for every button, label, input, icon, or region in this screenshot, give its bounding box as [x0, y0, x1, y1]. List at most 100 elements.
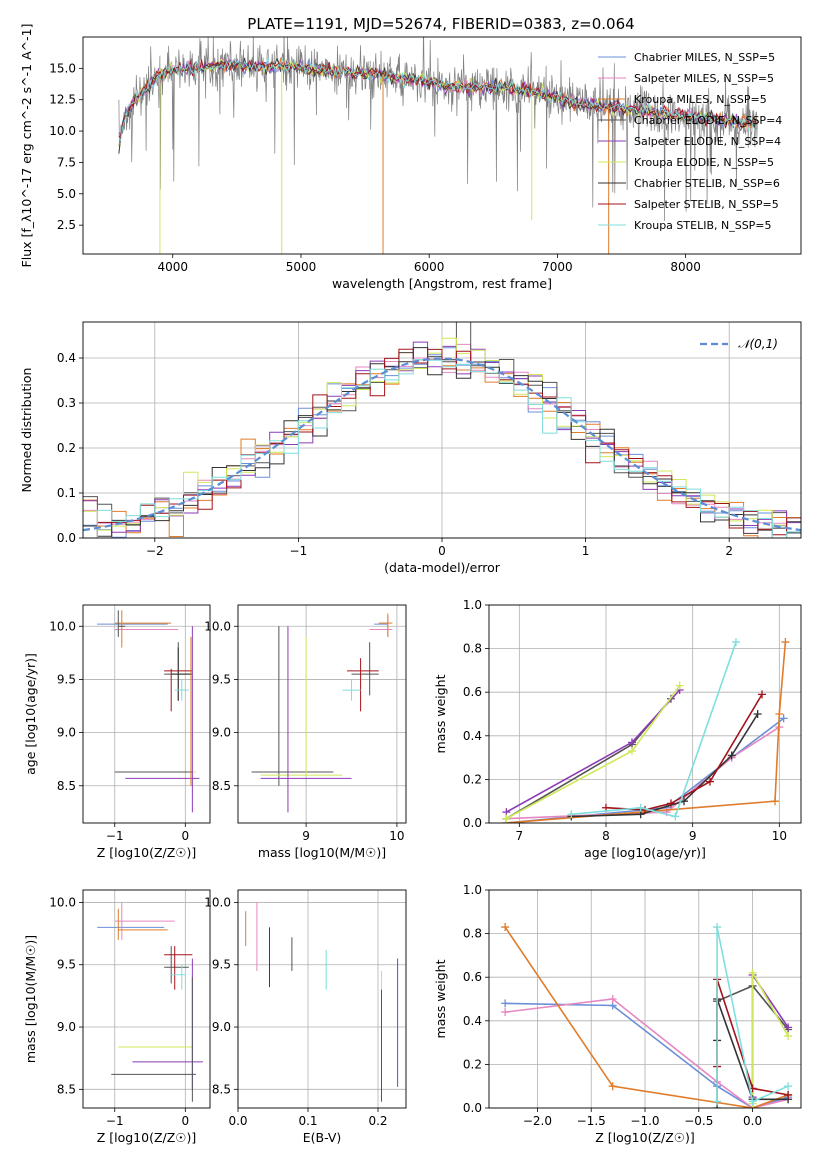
data-point	[727, 751, 736, 760]
y-tick-label: 9.0	[212, 726, 231, 740]
y-tick-label: 1.0	[463, 883, 482, 897]
plot-area	[118, 37, 758, 254]
data-point	[675, 681, 684, 690]
x-tick-label: −1	[106, 1114, 124, 1128]
data-point	[784, 1082, 793, 1091]
legend: Chabrier MILES, N_SSP=5 Salpeter MILES, N…	[598, 51, 782, 232]
y-tick-label: 10.0	[204, 619, 231, 633]
observed-spectrum	[118, 37, 758, 222]
ticks: −2.0 −1.5 −1.0 −0.5 0.0 0.0 0.2 0.4 0.6 0.8 1.0	[463, 883, 762, 1128]
data-point	[636, 803, 645, 812]
x-axis-label: Z [log10(Z/Z☉)]	[97, 845, 197, 860]
grid	[83, 890, 210, 1108]
ticks: 0.0 0.1 0.2 8.5 9.0 9.5 10.0	[204, 895, 387, 1128]
mass-weight-vs-metallicity-panel: −2.0 −1.5 −1.0 −0.5 0.0 0.0 0.2 0.4 0.6 0.8 1.0 Z […	[433, 883, 802, 1145]
axes-frame	[237, 604, 407, 824]
y-tick-label: 0.8	[463, 927, 482, 941]
x-axis-label: Z [log10(Z/Z☉)]	[97, 1130, 197, 1145]
y-tick-label: 0.0	[463, 1101, 482, 1115]
plot-area	[83, 322, 801, 538]
data-point	[753, 710, 762, 718]
y-tick-label: 2.5	[57, 218, 76, 232]
data-point	[713, 1097, 722, 1106]
y-axis-label: mass weight	[433, 959, 448, 1038]
legend-entry: Chabrier STELIB, N_SSP=6	[634, 177, 780, 190]
x-tick-label: 9	[689, 829, 697, 843]
x-axis-label: Z [log10(Z/Z☉)]	[595, 1130, 695, 1145]
x-axis-label: wavelength [Angstrom, rest frame]	[332, 276, 552, 291]
y-tick-label: 10.0	[49, 124, 76, 138]
mass-weight-line-8	[571, 641, 737, 818]
data-point	[501, 923, 510, 932]
x-tick-label: 5000	[286, 260, 317, 274]
x-tick-label: 0.0	[743, 1114, 762, 1128]
histogram-step-7	[83, 348, 801, 538]
axes-frame	[82, 604, 211, 824]
data-point	[784, 1090, 793, 1099]
x-tick-label: −1	[106, 829, 124, 843]
y-axis-label: Normed distribution	[19, 368, 34, 493]
data-point	[567, 810, 576, 819]
histogram-step-5	[83, 337, 801, 531]
mass-weight-line-5	[505, 685, 681, 820]
data-point	[758, 690, 766, 699]
y-tick-label: 10.0	[49, 619, 76, 633]
mass-weight-line-8	[716, 926, 789, 1103]
data-point	[771, 797, 779, 806]
x-tick-label: −2.0	[523, 1114, 552, 1128]
x-tick-label: −1.5	[577, 1114, 606, 1128]
model-spectrum-8	[118, 56, 757, 142]
y-tick-label: 0.2	[57, 441, 76, 455]
x-tick-label: −0.5	[684, 1114, 713, 1128]
axes-frame	[237, 889, 407, 1109]
x-axis-label: mass [log10(M/M☉)]	[258, 845, 386, 860]
data-point	[732, 638, 740, 647]
y-axis-label: mass weight	[433, 674, 448, 753]
data-point	[713, 923, 722, 932]
ticks: 9 10 8.5 9.0 9.5 10.0	[204, 619, 404, 843]
mass-weight-line-4	[505, 689, 681, 813]
plot-area	[97, 902, 203, 1102]
y-tick-label: 9.5	[212, 672, 231, 686]
x-axis-label: E(B-V)	[303, 1130, 342, 1145]
y-axis-label: age [log10(age/yr)]	[23, 653, 38, 775]
y-tick-label: 8.5	[57, 1082, 76, 1096]
grid	[238, 605, 406, 823]
x-tick-label: 7000	[542, 260, 573, 274]
residual-histogram-panel: −2 −1 0 1 2 0.0 0.1 0.2 0.3 0.4 (data-model)/error…	[19, 321, 802, 575]
axes-frame	[488, 889, 802, 1109]
legend-entry: 𝒩(0,1)	[738, 337, 778, 351]
y-tick-label: 0.8	[463, 642, 482, 656]
ticks: −2 −1 0 1 2 0.0 0.1 0.2 0.3 0.4	[57, 351, 733, 558]
data-point	[628, 747, 636, 756]
ticks: 4000 5000 6000 7000 8000 2.5 5.0 7.5 10.0 12.5 15.…	[49, 61, 701, 274]
y-tick-label: 0.1	[57, 486, 76, 500]
y-tick-label: 10.0	[204, 895, 231, 909]
data-point	[706, 777, 714, 786]
mass-vs-metallicity-panel: −1 0 8.5 9.0 9.5 10.0 Z [log10(Z/Z☉)] mass [log…	[23, 889, 211, 1145]
data-point	[501, 999, 510, 1008]
ticks: −1 0 8.5 9.0 9.5 10.0	[49, 619, 189, 843]
x-tick-label: 0.2	[368, 1114, 387, 1128]
data-point	[748, 968, 757, 977]
y-tick-label: 9.0	[57, 726, 76, 740]
y-tick-label: 9.5	[57, 672, 76, 686]
plot-area	[502, 638, 790, 823]
plot-area	[501, 923, 793, 1108]
data-point	[608, 995, 617, 1003]
y-tick-label: 7.5	[57, 155, 76, 169]
y-tick-label: 0.4	[463, 729, 482, 743]
x-tick-label: 9	[302, 829, 310, 843]
legend-entry: Kroupa STELIB, N_SSP=5	[634, 219, 772, 232]
data-point	[784, 1023, 793, 1032]
y-tick-label: 12.5	[49, 93, 76, 107]
legend-entry: Kroupa ELODIE, N_SSP=5	[634, 156, 774, 169]
y-tick-label: 0.6	[463, 685, 482, 699]
x-tick-label: 2	[725, 544, 733, 558]
plot-area	[245, 902, 399, 1102]
x-tick-label: 0	[181, 1114, 189, 1128]
data-point	[784, 1032, 793, 1041]
axes-frame	[82, 321, 802, 539]
y-tick-label: 15.0	[49, 61, 76, 75]
